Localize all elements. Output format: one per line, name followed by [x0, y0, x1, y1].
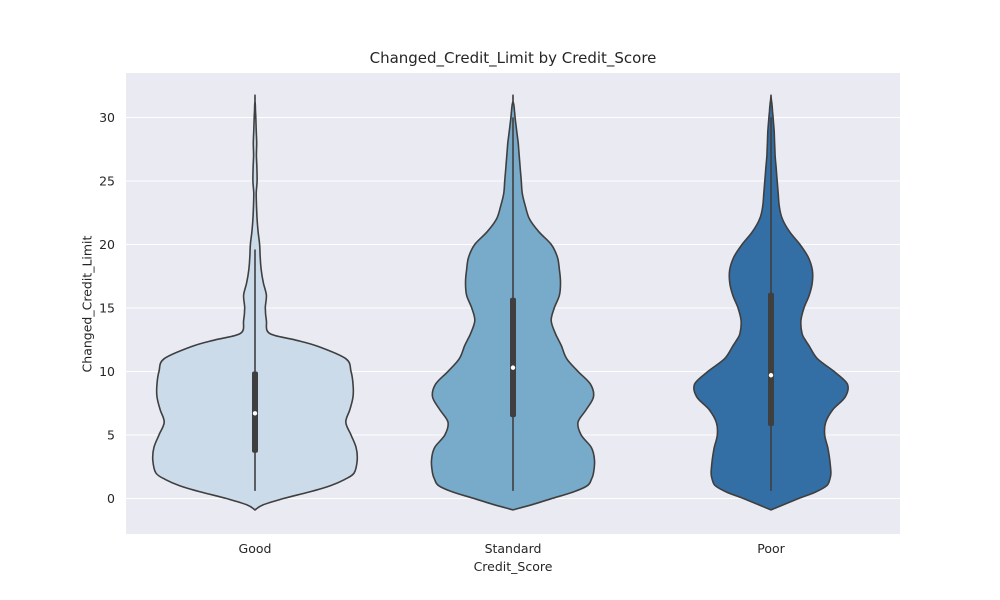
y-tick-label: 10 — [99, 364, 115, 379]
chart-title: Changed_Credit_Limit by Credit_Score — [369, 49, 657, 67]
median-point — [252, 411, 258, 416]
median-point — [510, 365, 516, 370]
x-axis-label: Credit_Score — [473, 559, 553, 574]
y-tick-labels: 0 5 10 15 20 25 30 — [99, 110, 115, 506]
x-tick-label: Standard — [485, 541, 542, 556]
x-tick-label: Good — [239, 541, 272, 556]
iqr-box — [768, 292, 774, 427]
iqr-box — [510, 297, 516, 418]
y-tick-label: 0 — [107, 491, 115, 506]
x-tick-label: Poor — [757, 541, 785, 556]
median-point — [768, 373, 774, 378]
y-tick-label: 30 — [99, 110, 115, 125]
y-tick-label: 15 — [99, 300, 115, 315]
y-tick-label: 25 — [99, 173, 115, 188]
y-tick-label: 5 — [107, 427, 115, 442]
y-tick-label: 20 — [99, 237, 115, 252]
x-tick-labels: Good Standard Poor — [239, 541, 786, 556]
violins — [151, 94, 850, 511]
